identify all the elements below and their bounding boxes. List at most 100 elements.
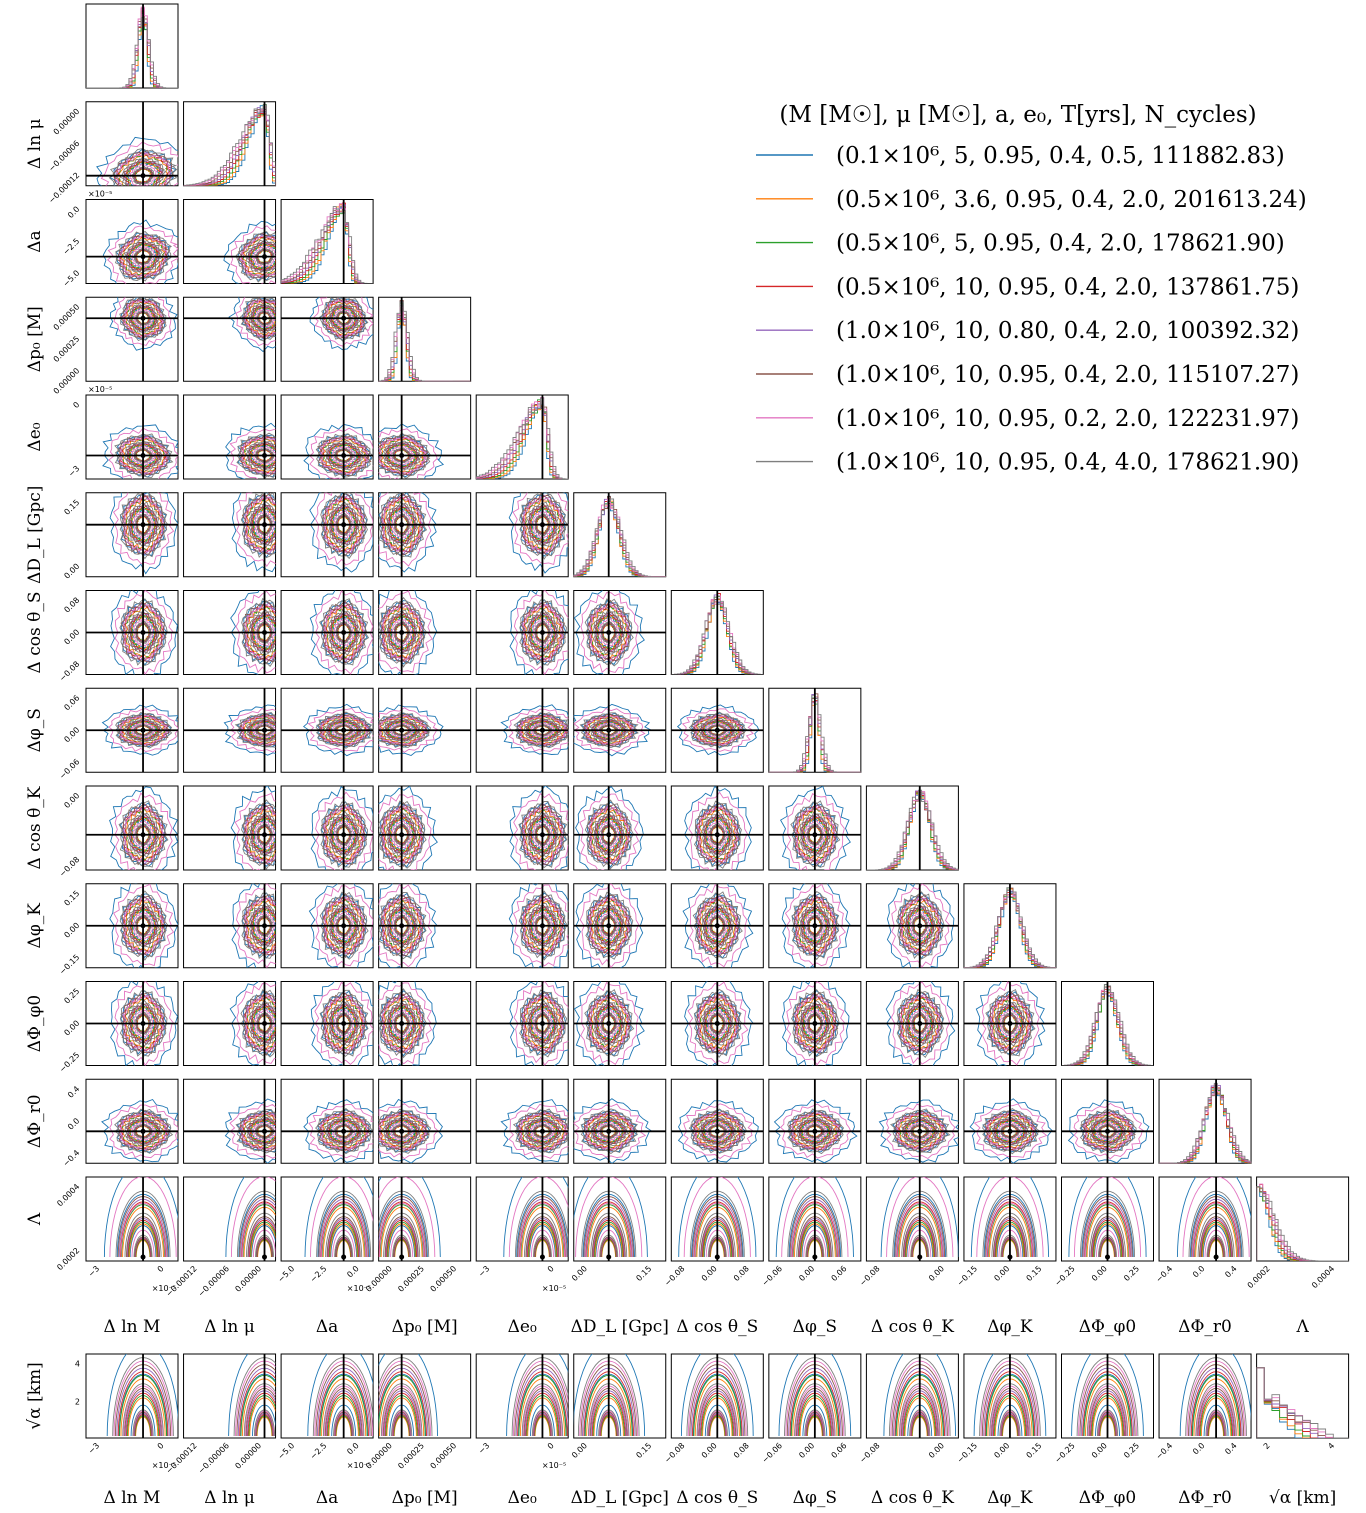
contour-series-0	[308, 883, 374, 968]
panel-content	[671, 1079, 764, 1164]
y-tick-label: 4	[75, 1360, 80, 1369]
contour-series-6	[573, 1103, 647, 1159]
contour-series-5	[247, 1116, 276, 1146]
contour-series-0	[573, 703, 652, 757]
panel-content	[183, 492, 276, 577]
contour-series-7	[248, 1001, 276, 1046]
contour-series-1	[705, 1005, 731, 1042]
panel-content	[778, 1354, 852, 1438]
panel-6-4	[475, 590, 569, 675]
contour-series-7	[126, 302, 159, 334]
contour-series-7	[234, 712, 276, 748]
panel-8-1	[183, 785, 277, 871]
contour-series-6	[114, 981, 175, 1066]
x-tick-label: −0.08	[858, 1264, 882, 1288]
contour-series-7	[327, 501, 361, 548]
contour-series-4	[319, 1112, 370, 1151]
contour-series-0	[575, 786, 644, 870]
panel-4-0	[85, 394, 179, 480]
contour-series-7	[327, 1000, 361, 1047]
contour-series-6	[314, 492, 374, 566]
truth-marker	[262, 630, 268, 635]
legend-entry: (1.0×10⁶, 10, 0.80, 0.4, 2.0, 100392.32)	[836, 318, 1299, 344]
contour-series-0	[773, 1099, 858, 1164]
extra-panel-2	[280, 1353, 374, 1439]
contour-series-6	[382, 898, 422, 953]
contour-series-7	[523, 1116, 563, 1147]
contour-series-0	[102, 424, 178, 479]
contour-series-0	[705, 817, 731, 852]
y-tick-label: −0.25	[58, 1050, 82, 1074]
x-axis-label: √α [km]	[1269, 1488, 1336, 1508]
contour-series-6	[885, 1103, 956, 1160]
truth-marker	[262, 452, 268, 458]
contour-series-7	[1088, 1115, 1130, 1147]
contour-series-6	[109, 1104, 178, 1159]
panel-9-9	[963, 883, 1057, 969]
extra-panel-10	[1061, 1353, 1154, 1439]
contour-series-0	[230, 786, 276, 870]
x-offset-label: ×10⁻⁵	[347, 1461, 371, 1470]
contour-series-0	[573, 1354, 646, 1437]
contour-series-5	[237, 233, 276, 280]
truth-marker	[606, 1128, 612, 1134]
contour-series-7	[593, 610, 626, 655]
contour-series-1	[331, 306, 356, 330]
histogram-series-7	[476, 397, 569, 479]
y-tick-label: −0.08	[58, 659, 82, 683]
panel-content	[866, 786, 959, 870]
contour-series-7	[119, 156, 167, 186]
contour-series-6	[245, 603, 276, 662]
panel-content	[228, 1354, 276, 1438]
contour-series-6	[241, 715, 276, 745]
contour-series-7	[385, 902, 419, 949]
contour-series-0	[230, 590, 276, 675]
panel-11-9	[963, 1078, 1057, 1164]
contour-series-7	[512, 1108, 569, 1154]
x-tick-label: 0.00	[1090, 1441, 1109, 1460]
contour-series-7	[791, 891, 841, 961]
panel-9-3	[378, 883, 472, 969]
contour-series-6	[245, 994, 276, 1053]
truth-marker	[1105, 1254, 1110, 1260]
contour-series-2	[704, 906, 732, 945]
contour-series-0	[225, 422, 276, 479]
y-tick-label: 0	[71, 400, 81, 410]
panel-content	[281, 688, 374, 773]
x-tick-label: −5.0	[276, 1441, 296, 1461]
contour-series-1	[389, 507, 415, 542]
contour-series-7	[118, 800, 169, 868]
x-tick-label: 0.00050	[428, 1441, 458, 1471]
panel-1-0	[85, 101, 179, 187]
contour-series-0	[509, 981, 569, 1066]
contour-series-0	[378, 1177, 441, 1258]
panel-4-3	[378, 394, 472, 480]
panel-content	[86, 590, 178, 675]
contour-series-5	[690, 1110, 746, 1152]
panel-content	[281, 297, 374, 382]
contour-series-4	[702, 1003, 733, 1044]
extra-panel-6	[670, 1353, 764, 1439]
contour-series-3	[327, 442, 362, 469]
x-tick-label: 0.00	[570, 1264, 589, 1283]
contour-series-2	[128, 442, 161, 469]
contour-series-6	[230, 707, 276, 753]
truth-marker	[140, 522, 146, 528]
contour-series-5	[378, 1110, 430, 1152]
contour-series-2	[802, 815, 830, 854]
contour-series-7	[328, 903, 361, 949]
truth-marker	[812, 832, 818, 838]
contour-series-5	[702, 904, 733, 947]
truth-marker	[917, 1128, 923, 1134]
panel-content	[476, 688, 569, 773]
contour-series-7	[584, 598, 634, 667]
truth-marker	[917, 1254, 923, 1260]
contour-series-6	[781, 1177, 849, 1258]
contour-series-4	[238, 233, 276, 279]
histogram-series-7	[573, 498, 666, 577]
panel-8-5	[573, 785, 667, 871]
contour-series-0	[676, 704, 760, 756]
contour-series-6	[391, 618, 413, 647]
panel-content	[476, 981, 569, 1066]
histogram-series-7	[378, 302, 471, 382]
